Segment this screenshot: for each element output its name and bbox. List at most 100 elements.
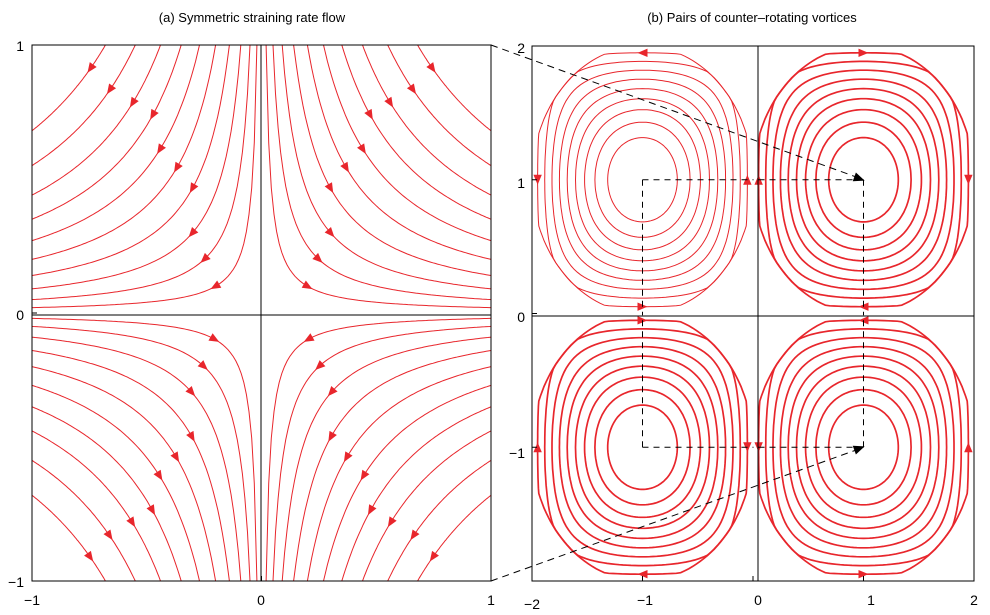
- stream-arrow: [327, 385, 338, 397]
- panel-b-xtick-label: −2: [524, 596, 540, 612]
- panel-a-ticks: [31, 44, 492, 582]
- streamline: [362, 430, 491, 581]
- vortex-contour: [566, 88, 719, 272]
- streamline: [281, 336, 491, 581]
- stream-arrow: [146, 504, 156, 516]
- streamline: [341, 45, 491, 220]
- vortex-contour: [787, 355, 940, 540]
- streamline: [32, 45, 242, 290]
- vortex-contour: [551, 69, 734, 290]
- streamline: [417, 494, 491, 581]
- vortex-contour: [551, 336, 734, 558]
- stream-arrow: [426, 62, 436, 73]
- vortex-arrow: [858, 569, 869, 579]
- stream-arrow: [87, 62, 97, 73]
- stream-arrow: [103, 529, 113, 541]
- vortex-arrow: [533, 174, 542, 185]
- zoom-connector-lines: [490, 44, 865, 582]
- vortex-contour: [584, 109, 701, 251]
- stream-arrow: [410, 529, 420, 541]
- panel-b-ytick-label: 1: [517, 175, 525, 191]
- vortex-arrow: [533, 442, 542, 453]
- stream-arrow: [340, 161, 349, 173]
- stream-arrow: [170, 451, 180, 463]
- streamline: [387, 459, 491, 581]
- stream-arrow: [357, 143, 366, 155]
- panel-b-xtick-label: 0: [754, 592, 762, 608]
- vortex-contour: [594, 388, 691, 506]
- vortex-arrow: [964, 442, 973, 453]
- stream-arrow: [153, 469, 163, 481]
- streamline: [32, 349, 230, 581]
- streamline: [272, 325, 491, 581]
- panel-b-ytick-label: 2: [517, 40, 525, 56]
- vortex-arrow: [637, 48, 648, 58]
- streamline: [341, 406, 491, 581]
- vortex-contour: [574, 365, 711, 530]
- stream-arrow: [210, 280, 222, 290]
- stream-arrow: [324, 226, 335, 238]
- streamline: [32, 45, 161, 196]
- streamline: [293, 349, 491, 581]
- streamline: [32, 45, 251, 301]
- panel-b-xtick-label: −1: [637, 592, 653, 608]
- stream-arrow: [129, 96, 139, 108]
- streamline: [32, 336, 242, 581]
- stream-arrow: [387, 516, 397, 528]
- streamline: [32, 45, 200, 242]
- stream-arrow: [328, 430, 337, 442]
- streamline: [32, 406, 182, 581]
- streamline: [32, 384, 200, 581]
- zoom-line: [490, 44, 856, 178]
- stream-arrow: [200, 252, 211, 263]
- zoom-line: [490, 449, 856, 582]
- streamline: [323, 45, 491, 242]
- vortex-arrow: [964, 174, 973, 185]
- streamline: [306, 366, 491, 581]
- stream-arrow: [301, 280, 313, 290]
- stream-arrow: [315, 360, 326, 371]
- stream-arrow: [324, 182, 334, 194]
- vortex-contour: [607, 137, 678, 223]
- stream-arrow: [84, 550, 94, 562]
- streamline: [32, 45, 106, 132]
- stream-arrow: [406, 83, 417, 95]
- panel-b-xtick-label: 2: [970, 592, 978, 608]
- stream-arrow: [106, 83, 117, 95]
- vortex-contour: [544, 60, 741, 299]
- vortex-contour: [558, 78, 727, 281]
- stream-arrow: [186, 430, 195, 442]
- stream-arrow: [367, 504, 377, 516]
- streamline: [306, 45, 491, 260]
- vortex-contour: [558, 345, 727, 549]
- stream-arrow: [126, 516, 136, 528]
- streamline: [32, 325, 251, 581]
- panel-a: (a) Symmetric straining rate flow −1 0 1…: [8, 10, 495, 608]
- panel-b-frame: [531, 45, 975, 582]
- stream-arrow: [188, 226, 199, 238]
- panel-b-streamlines: [533, 48, 973, 579]
- stream-arrow: [189, 182, 199, 194]
- vortex-contour: [606, 404, 679, 491]
- streamline: [293, 45, 491, 277]
- stream-arrow: [157, 143, 166, 155]
- panel-b-title: (b) Pairs of counter–rotating vortices: [647, 10, 857, 25]
- panel-a-xtick-label: 1: [487, 592, 495, 608]
- stream-arrow: [384, 96, 394, 108]
- vortex-contour: [594, 121, 691, 238]
- stream-arrow: [343, 451, 353, 463]
- vortex-arrow: [858, 48, 869, 58]
- panel-b-ytick-label: −1: [509, 445, 525, 461]
- vortex-contour: [787, 87, 940, 272]
- panel-b-ticks: [531, 45, 975, 582]
- streamline: [32, 45, 182, 220]
- panel-a-streamlines: [32, 45, 491, 581]
- streamline: [32, 45, 230, 277]
- streamline: [32, 430, 161, 581]
- streamline: [32, 45, 136, 167]
- panel-a-xtick-label: 0: [257, 592, 265, 608]
- vortex-contour: [764, 328, 963, 567]
- stream-arrow: [197, 360, 208, 371]
- panel-b-xtick-label: 1: [867, 592, 875, 608]
